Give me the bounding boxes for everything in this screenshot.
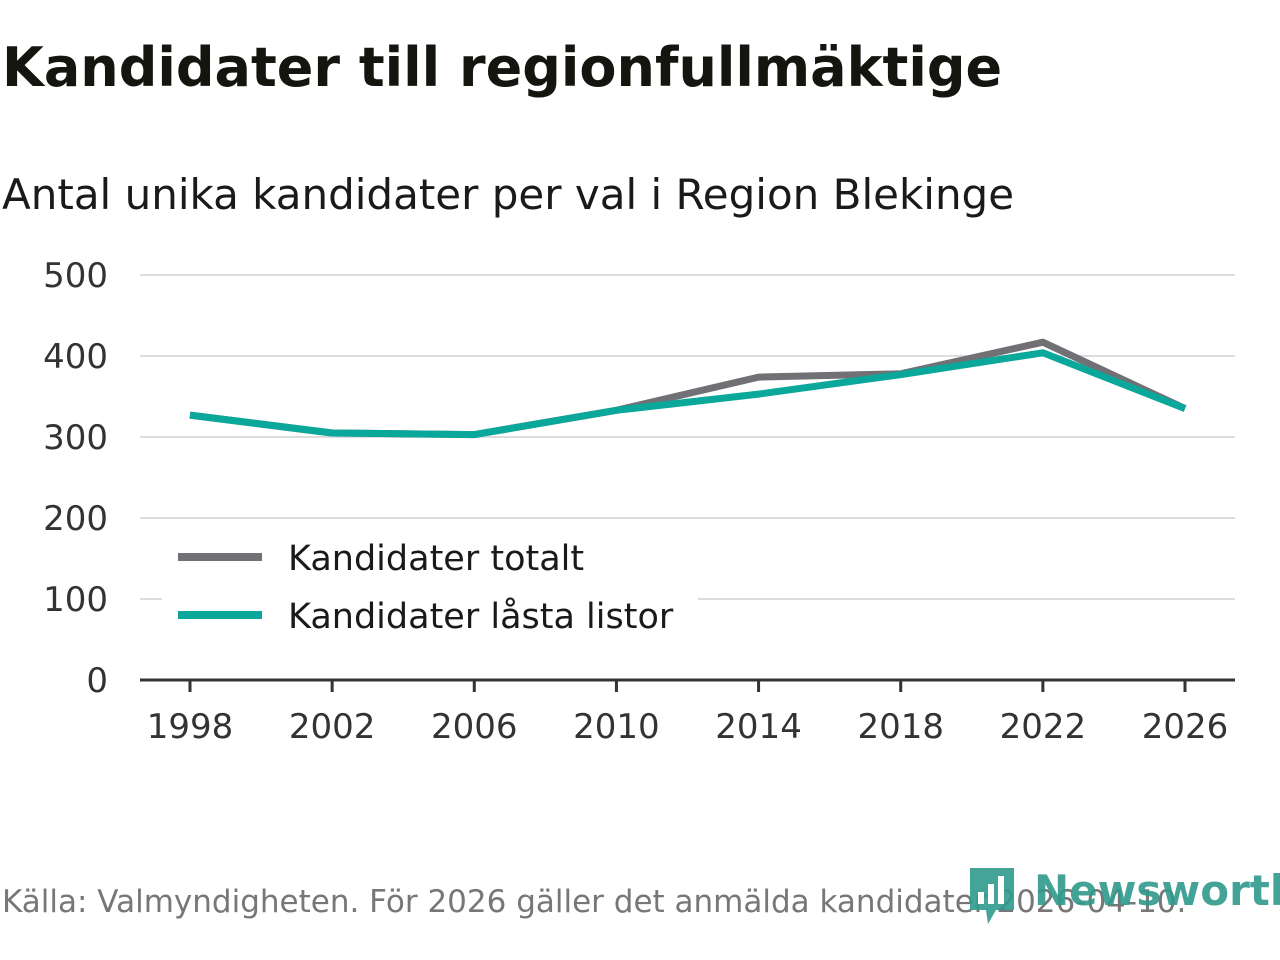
x-tick-label-2022: 2022 [1000, 707, 1087, 747]
y-tick-label-100: 100 [43, 580, 108, 620]
x-tick-label-2006: 2006 [431, 707, 518, 747]
y-tick-label-0: 0 [86, 661, 108, 701]
chart-subtitle: Antal unika kandidater per val i Region … [2, 170, 1015, 219]
x-axis: 1998 2002 2006 2010 2014 2018 2022 2026 [140, 678, 1235, 747]
series-lines [189, 338, 1187, 439]
series-line-1 [189, 349, 1187, 439]
x-tick-label-2014: 2014 [715, 707, 802, 747]
y-axis-ticks: 0 100 200 300 400 500 [43, 256, 108, 701]
x-tick-label-2026: 2026 [1142, 707, 1229, 747]
x-tick-label-2018: 2018 [857, 707, 944, 747]
legend: Kandidater totalt Kandidater låsta listor [162, 528, 698, 646]
newsworthy-logo: Newsworthy [966, 864, 1280, 930]
y-tick-label-400: 400 [43, 337, 108, 377]
chart-title: Kandidater till regionfullmäktige [2, 36, 1003, 99]
y-tick-label-200: 200 [43, 499, 108, 539]
legend-label-0: Kandidater totalt [288, 539, 584, 579]
x-tick-label-1998: 1998 [147, 707, 234, 747]
y-tick-label-500: 500 [43, 256, 108, 296]
x-tick-label-2002: 2002 [289, 707, 376, 747]
logo-text: Newsworthy [1034, 866, 1280, 915]
y-tick-label-300: 300 [43, 418, 108, 458]
newsworthy-logo-icon [970, 868, 1014, 924]
legend-label-1: Kandidater låsta listor [288, 596, 674, 637]
x-tick-label-2010: 2010 [573, 707, 660, 747]
legend-background [162, 528, 698, 646]
line-chart: 0 100 200 300 400 500 1998 2002 2006 2010 2014 201… [43, 256, 1235, 747]
